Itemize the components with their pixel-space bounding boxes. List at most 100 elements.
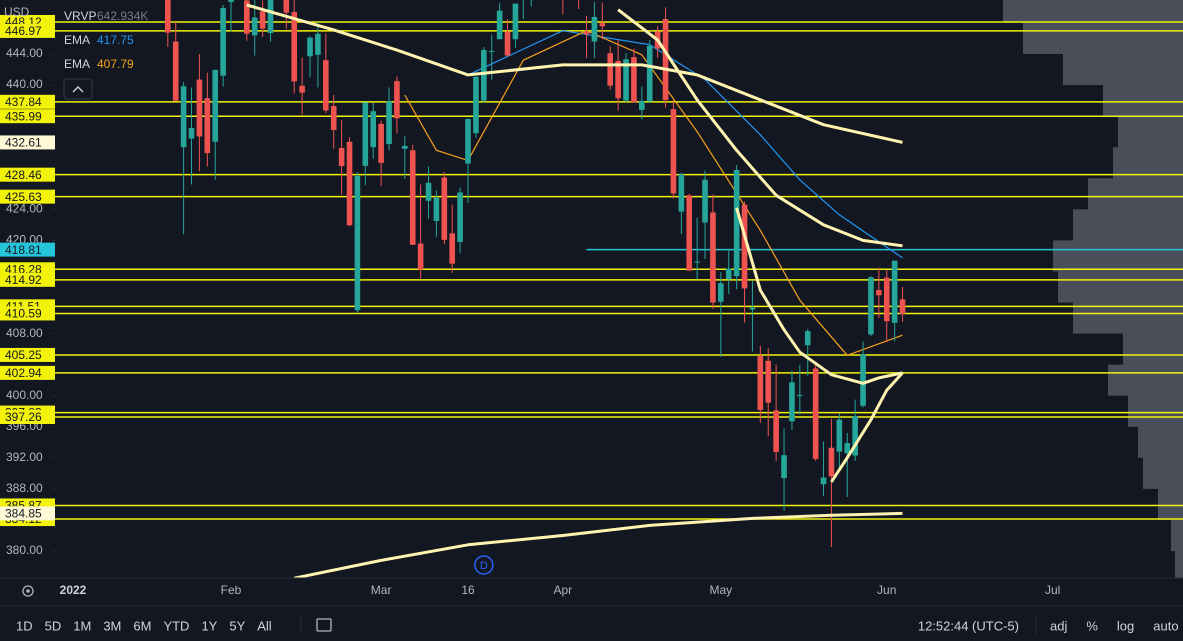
calendar[interactable] (316, 618, 332, 632)
candle-body (512, 3, 519, 40)
y-tick-label: 440.00 (6, 77, 43, 91)
volume-profile-bar (1053, 240, 1183, 272)
y-tick-label: 380.00 (6, 543, 43, 557)
legend-value: 642.934K (97, 9, 148, 23)
volume-profile-bar (1073, 209, 1183, 241)
candle-body (804, 331, 811, 346)
candle-body (876, 290, 882, 296)
candle-body (330, 106, 337, 130)
settings-icon[interactable] (22, 585, 34, 597)
candle-body (180, 86, 187, 148)
option-button[interactable]: log (1117, 618, 1134, 633)
candle-body (710, 212, 716, 303)
candle-body (323, 60, 329, 111)
candle-body (425, 182, 432, 201)
candle-body (449, 233, 456, 264)
price-label-box (0, 23, 55, 38)
candle-body (781, 455, 787, 479)
candle-body (259, 11, 266, 29)
range-button[interactable]: YTD (163, 618, 189, 633)
volume-profile-bar (1108, 364, 1183, 396)
candle-body (386, 101, 392, 145)
price-label-box (0, 189, 55, 204)
y-tick-label: 424.00 (6, 201, 43, 215)
price-label-box (0, 109, 55, 124)
range-button[interactable]: 3M (103, 618, 121, 633)
candle-body (283, 0, 290, 13)
candle-body (733, 170, 740, 277)
candle-body (631, 57, 637, 103)
range-button[interactable]: 1Y (201, 618, 217, 633)
anchored-line (617, 8, 903, 248)
candle-body (346, 141, 353, 226)
candle-body (394, 81, 400, 119)
x-tick-label: 2022 (60, 583, 87, 597)
x-tick-label: Jun (877, 583, 896, 597)
price-label-box (0, 262, 55, 277)
range-icon[interactable] (316, 618, 332, 632)
legend-value: 417.75 (97, 33, 134, 47)
price-label-box (0, 506, 55, 521)
volume-profile-bar (1138, 426, 1183, 458)
candle-body (496, 10, 503, 40)
range-button[interactable]: 6M (133, 618, 151, 633)
x-tick-label: Feb (221, 583, 242, 597)
candle-body (797, 395, 803, 397)
clock: 12:52:44 (UTC-5) (918, 618, 1019, 633)
candle-body (251, 17, 258, 36)
price-label-box (0, 167, 55, 182)
gear[interactable] (22, 585, 34, 597)
candle-body (725, 268, 732, 280)
candle-body (244, 0, 250, 34)
candle-body (670, 109, 677, 194)
option-button[interactable]: % (1086, 618, 1098, 633)
candle-body (204, 98, 211, 154)
option-button[interactable]: adj (1050, 618, 1067, 633)
collapse-icon[interactable] (72, 86, 84, 93)
range-button[interactable]: 1M (73, 618, 91, 633)
option-button[interactable]: auto (1153, 618, 1178, 633)
candle-body (441, 177, 448, 240)
candle-body (583, 31, 590, 35)
candle-body (852, 416, 858, 456)
price-label: 428.46 (5, 168, 42, 182)
anchored-line (246, 3, 903, 144)
price-label: 432.61 (5, 136, 42, 150)
range-button[interactable]: 5Y (229, 618, 245, 633)
anchored-line (830, 371, 904, 483)
x-tick-label: Apr (553, 583, 572, 597)
candle-body (694, 261, 700, 263)
candle-body (354, 175, 361, 311)
candle-body (812, 368, 819, 459)
price-label: 425.63 (5, 190, 42, 204)
candle-body (883, 277, 890, 322)
volume-profile-bar (1143, 457, 1183, 489)
volume-profile-bar (1113, 147, 1183, 179)
price-label: 435.99 (5, 109, 42, 123)
gear-center[interactable] (26, 589, 30, 593)
candle-body (402, 145, 408, 149)
range-button[interactable]: All (257, 618, 272, 633)
candle-body (623, 59, 629, 101)
candle-body (488, 50, 495, 52)
event-marker[interactable] (474, 555, 494, 575)
candle-body (165, 0, 171, 33)
volume-profile-bar (1003, 0, 1183, 23)
candle-body (702, 179, 708, 223)
candle-body (338, 147, 345, 167)
range-button[interactable]: 1D (16, 618, 33, 633)
candle-body (615, 60, 621, 99)
y-tick-label: 388.00 (6, 481, 43, 495)
collapse-button[interactable] (63, 78, 93, 100)
candle-body (718, 283, 724, 302)
candle-body (836, 419, 843, 452)
range-button[interactable]: 5D (45, 618, 62, 633)
x-tick-label: Jul (1045, 583, 1060, 597)
candle-body (591, 16, 598, 42)
candle-body (860, 354, 866, 406)
candle-body (789, 382, 795, 422)
price-label: 384.85 (5, 507, 42, 521)
x-tick-label: Mar (371, 583, 392, 597)
candle-body (417, 243, 424, 270)
